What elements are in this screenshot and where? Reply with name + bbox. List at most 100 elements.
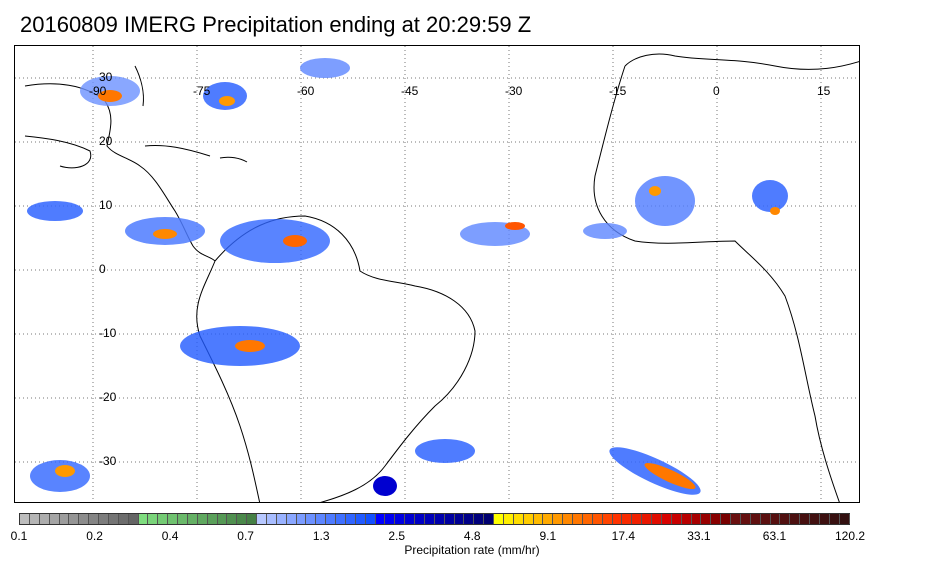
precipitation-field (27, 58, 788, 496)
colorbar-swatch (118, 514, 129, 524)
colorbar-swatch (108, 514, 119, 524)
colorbar-swatch (336, 514, 346, 524)
precip-area (235, 340, 265, 352)
colorbar-swatch (355, 514, 366, 524)
coastline-south-america (214, 215, 476, 502)
precip-area (98, 90, 122, 102)
precip-area (219, 96, 235, 106)
colorbar-swatch (405, 514, 415, 524)
colorbar-title: Precipitation rate (mm/hr) (404, 543, 540, 557)
colorbar-swatch (375, 514, 386, 524)
colorbar-swatch (207, 514, 218, 524)
longitude-label: -75 (193, 84, 211, 98)
colorbar-swatch (395, 514, 406, 524)
colorbar-swatch (711, 514, 722, 524)
colorbar-swatch (661, 514, 672, 524)
colorbar-swatch (247, 514, 257, 524)
colorbar-tick-label: 0.4 (161, 529, 179, 543)
colorbar-swatch (632, 514, 643, 524)
longitude-label: -30 (505, 84, 523, 98)
precip-area (203, 82, 247, 110)
coastlines (24, 53, 859, 502)
colorbar-swatch (780, 514, 791, 524)
map-canvas (15, 46, 859, 502)
colorbar-swatch (642, 514, 652, 524)
colorbar-swatch (187, 514, 198, 524)
colorbar-swatch (681, 514, 692, 524)
colorbar-swatch (484, 514, 494, 524)
colorbar-swatch (652, 514, 662, 524)
colorbar-tick-label: 9.1 (539, 529, 557, 543)
precip-area (300, 58, 350, 78)
longitude-label: -60 (297, 84, 315, 98)
colorbar-swatch (494, 514, 504, 524)
precip-area (27, 201, 83, 221)
precip-area (283, 235, 307, 247)
precip-area (415, 439, 475, 463)
colorbar-swatch (59, 514, 70, 524)
latitude-label: 30 (99, 70, 113, 84)
colorbar-tick-label: 2.5 (388, 529, 406, 543)
precip-area (373, 476, 397, 496)
colorbar-swatch (326, 514, 336, 524)
colorbar-swatch (760, 514, 771, 524)
colorbar-swatch (434, 514, 445, 524)
coastline-africa-west (593, 65, 840, 502)
precipitation-map: -90 -75 -60 -45 -30 -15 0 15 30 20 10 0 -10 -20 -30 (14, 45, 860, 503)
colorbar-swatch (503, 514, 514, 524)
colorbar-swatch (523, 514, 534, 524)
colorbar-swatch (582, 514, 593, 524)
colorbar-swatch (128, 514, 139, 524)
precip-area (583, 223, 627, 239)
precip-area (635, 176, 695, 226)
colorbar-swatch (138, 514, 149, 524)
map-title: 20160809 IMERG Precipitation ending at 2… (20, 12, 532, 37)
colorbar-swatch (237, 514, 248, 524)
coastline-cuba (144, 145, 211, 157)
colorbar-swatch (563, 514, 573, 524)
colorbar-swatch (385, 514, 396, 524)
colorbar-swatch (415, 514, 425, 524)
colorbar-swatch (424, 514, 435, 524)
gridlines (15, 46, 859, 502)
colorbar-swatch (69, 514, 80, 524)
longitude-label: -90 (89, 84, 107, 98)
colorbar-swatch (602, 514, 613, 524)
colorbar-swatch (543, 514, 554, 524)
precip-area (752, 180, 788, 212)
colorbar-swatch (721, 514, 731, 524)
colorbar-swatch (671, 514, 682, 524)
colorbar-swatch (276, 514, 287, 524)
colorbar-swatch (266, 514, 277, 524)
colorbar-swatch (573, 514, 583, 524)
longitude-label: -15 (609, 84, 627, 98)
precip-area (649, 186, 661, 196)
colorbar-swatch (513, 514, 524, 524)
colorbar-tick-label: 17.4 (611, 529, 636, 543)
latitude-label: 0 (99, 262, 106, 276)
colorbar-swatch (286, 514, 297, 524)
colorbar-tick-label: 33.1 (687, 529, 711, 543)
colorbar-swatch (99, 514, 109, 524)
colorbar-swatch (444, 514, 455, 524)
colorbar-swatch (829, 514, 840, 524)
colorbar-swatch (533, 514, 544, 524)
latitude-label: 10 (99, 198, 113, 212)
colorbar-swatch (839, 514, 850, 524)
colorbar-tick-label: 4.8 (463, 529, 481, 543)
colorbar-swatch (731, 514, 741, 524)
colorbar-swatch (740, 514, 751, 524)
colorbar-swatch (810, 514, 820, 524)
colorbar-swatch (464, 514, 475, 524)
colorbar-swatch (316, 514, 327, 524)
precip-area (505, 222, 525, 230)
colorbar-swatch (750, 514, 761, 524)
coastline-africa (624, 53, 859, 70)
colorbar-swatch (79, 514, 90, 524)
colorbar-swatch (296, 514, 307, 524)
colorbar-swatch (800, 514, 810, 524)
colorbar-swatch (770, 514, 781, 524)
colorbar-swatch (474, 514, 485, 524)
colorbar-swatch (168, 514, 178, 524)
coastline-gulf (24, 135, 92, 169)
